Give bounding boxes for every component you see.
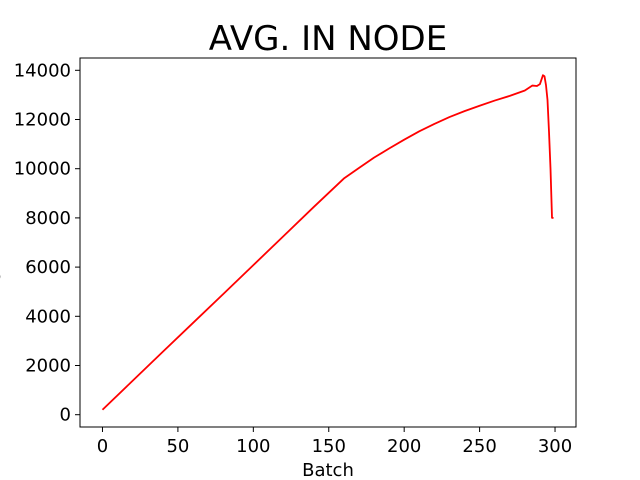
x-tick-label: 0	[97, 436, 108, 457]
y-tick-label: 2000	[25, 356, 71, 377]
chart-title: AVG. IN NODE	[209, 19, 447, 59]
series-layer	[101, 74, 554, 411]
x-tick-label: 300	[538, 436, 572, 457]
x-tick-label: 250	[462, 436, 496, 457]
x-axis: 0 50 100 150 200 250 300	[97, 427, 572, 457]
series-line	[101, 74, 554, 411]
plot-area	[79, 57, 577, 428]
y-axis: 0 2000 4000 6000 8000 10000 12000 14000	[14, 60, 80, 426]
y-tick-label: 4000	[25, 306, 71, 327]
x-tick-label: 100	[236, 436, 270, 457]
x-tick-label: 50	[166, 436, 189, 457]
y-tick-label: 6000	[25, 257, 71, 278]
x-tick-label: 200	[387, 436, 421, 457]
y-tick-label: 14000	[14, 60, 71, 81]
y-tick-label: 0	[60, 405, 71, 426]
x-axis-label: Batch	[302, 460, 354, 480]
axes-frame	[79, 57, 577, 428]
y-axis-label: s	[0, 271, 5, 280]
y-tick-label: 12000	[14, 110, 71, 131]
y-tick-label: 10000	[14, 159, 71, 180]
x-tick-label: 150	[312, 436, 346, 457]
y-tick-label: 8000	[25, 208, 71, 229]
